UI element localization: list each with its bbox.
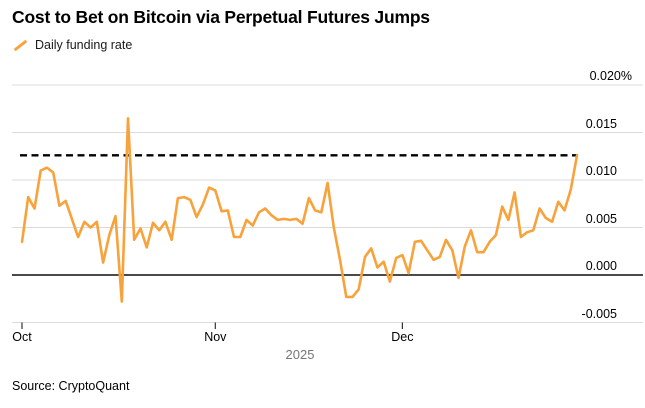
x-axis-tick-label: Dec	[391, 330, 414, 344]
x-axis-year-label: 2025	[285, 347, 315, 362]
y-axis-tick-label: 0.005	[585, 211, 617, 226]
page-title: Cost to Bet on Bitcoin via Perpetual Fut…	[12, 7, 430, 27]
x-axis-tick-label: Nov	[204, 330, 227, 344]
legend: Daily funding rate	[12, 36, 132, 54]
y-axis-tick-label: 0.015	[585, 116, 617, 131]
y-axis-tick-label: 0.010	[585, 164, 617, 178]
funding-rate-line	[20, 117, 579, 303]
legend-label: Daily funding rate	[35, 38, 133, 52]
x-axis-tick-label: Oct	[12, 330, 32, 344]
y-axis-tick-label: 0.000	[585, 259, 617, 273]
y-axis-tick-label: 0.020%	[589, 69, 632, 83]
y-axis-tick-label: -0.005	[581, 306, 617, 321]
source-note: Source: CryptoQuant	[12, 379, 130, 393]
